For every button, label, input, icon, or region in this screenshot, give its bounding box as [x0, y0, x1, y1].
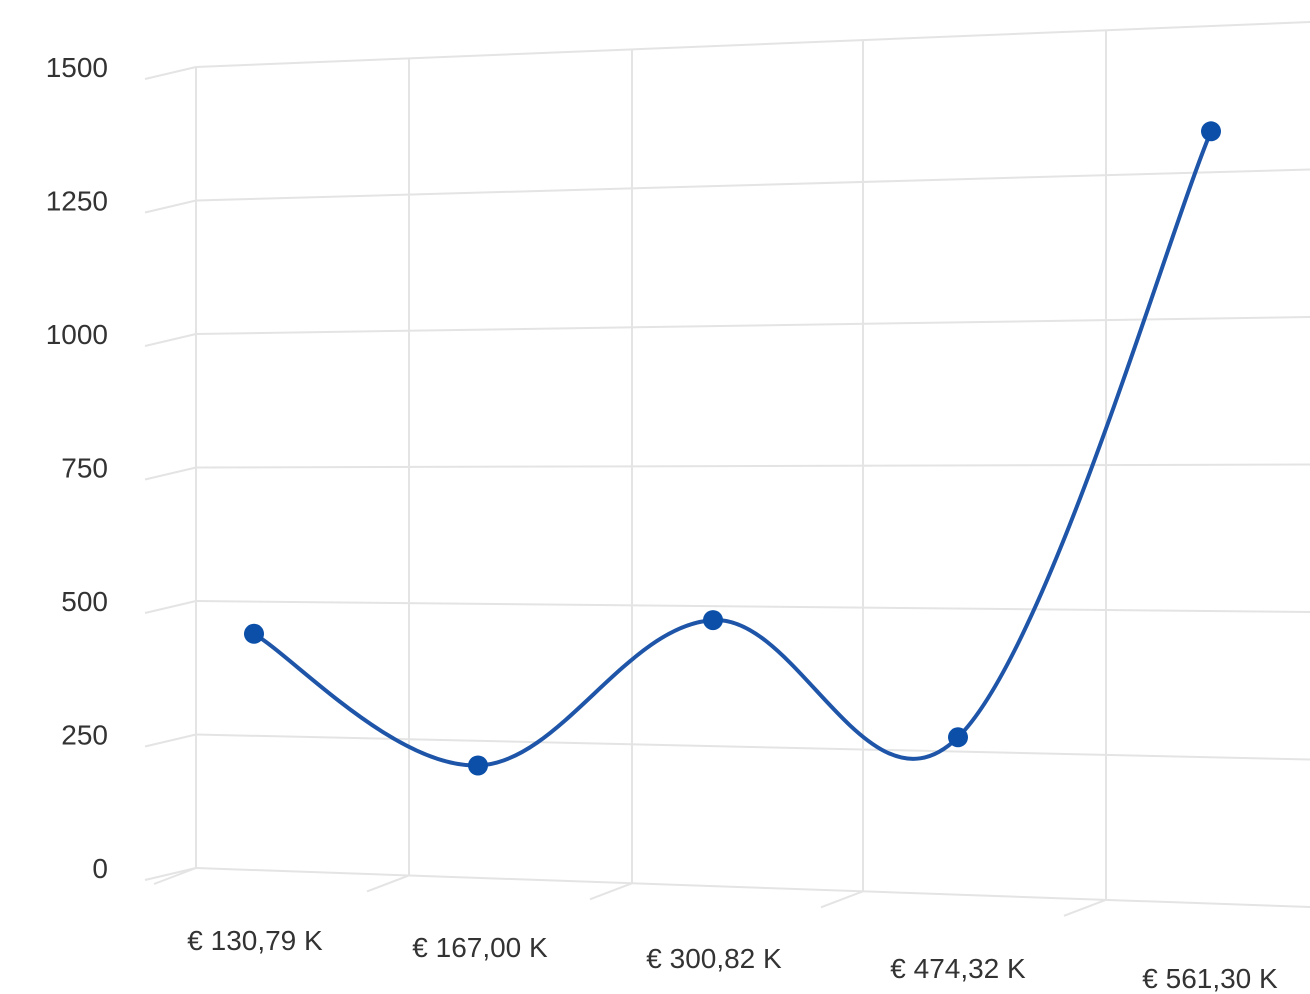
y-tick-label: 1000 — [46, 319, 108, 350]
y-grid-line — [195, 867, 1310, 908]
y-tick-label: 0 — [92, 853, 108, 884]
x-floor-stub — [153, 867, 197, 885]
data-point[interactable] — [1201, 121, 1221, 142]
x-tick-label: € 130,79 K — [187, 925, 323, 956]
series-line — [252, 129, 1213, 768]
y-grid-line — [195, 733, 1310, 761]
x-tick-label: € 300,82 K — [646, 943, 782, 974]
x-floor-stub — [589, 882, 633, 901]
series-group — [244, 121, 1221, 776]
y-tick-label: 750 — [61, 453, 108, 484]
data-point[interactable] — [468, 755, 488, 776]
y-grid-line — [195, 463, 1310, 469]
x-tick-label: € 474,32 K — [890, 953, 1026, 984]
grid-lines — [144, 21, 1310, 917]
y-side-stub — [144, 333, 197, 347]
y-tick-label: 1500 — [46, 52, 108, 83]
y-tick-label: 1250 — [46, 186, 108, 217]
y-side-stub — [144, 466, 197, 481]
data-point[interactable] — [244, 623, 264, 644]
y-grid-line — [195, 316, 1310, 335]
y-side-stub — [144, 867, 197, 881]
data-point[interactable] — [703, 610, 723, 631]
y-grid-line — [195, 21, 1310, 68]
y-side-stub — [144, 66, 197, 80]
x-floor-stub — [820, 890, 864, 909]
x-floor-stub — [1063, 898, 1107, 917]
y-side-stub — [144, 733, 197, 748]
y-side-stub — [144, 199, 197, 214]
x-axis-ticks: € 130,79 K € 167,00 K € 300,82 K € 474,32 K… — [187, 925, 1278, 994]
y-grid-line — [195, 168, 1310, 202]
y-tick-label: 250 — [61, 720, 108, 751]
y-axis-ticks: 0 250 500 750 1000 1250 1500 — [46, 52, 108, 884]
x-tick-label: € 561,30 K — [1142, 963, 1278, 994]
x-tick-label: € 167,00 K — [412, 932, 548, 963]
data-point[interactable] — [948, 727, 968, 748]
y-tick-label: 500 — [61, 586, 108, 617]
y-grid-line — [195, 600, 1310, 613]
x-floor-stub — [366, 874, 410, 893]
y-side-stub — [144, 600, 197, 614]
